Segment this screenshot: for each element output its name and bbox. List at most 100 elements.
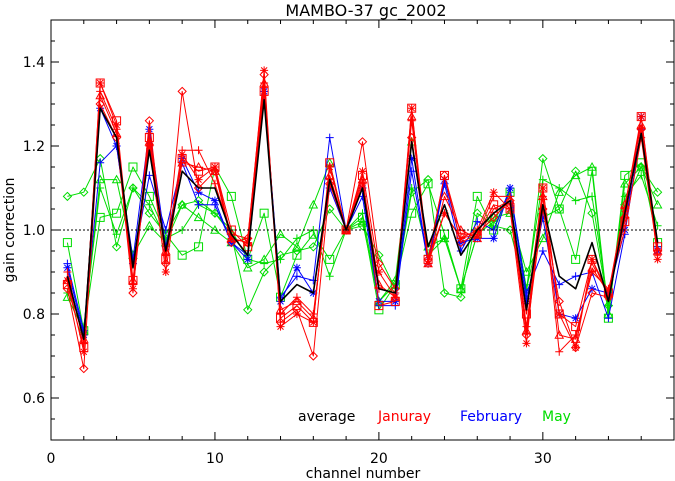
data-point — [554, 187, 565, 196]
x-axis-label: channel number — [306, 466, 421, 481]
data-point — [79, 363, 89, 374]
data-point — [309, 276, 318, 285]
y-tick-label: 0.6 — [23, 391, 45, 407]
data-point — [522, 339, 531, 348]
data-point — [161, 251, 170, 260]
data-point — [570, 342, 581, 353]
data-point — [571, 322, 581, 332]
data-point — [292, 263, 301, 272]
data-point — [292, 234, 301, 243]
data-point — [194, 175, 203, 184]
data-point — [456, 224, 466, 234]
data-point — [145, 129, 154, 138]
data-point — [275, 317, 286, 328]
data-point — [439, 170, 449, 180]
data-point — [308, 242, 319, 252]
data-point — [440, 234, 449, 243]
data-point — [260, 259, 269, 268]
data-point — [193, 161, 204, 171]
data-point — [194, 146, 203, 155]
series-line — [66, 141, 659, 332]
data-point — [128, 275, 138, 285]
data-point — [259, 77, 269, 87]
series-line — [66, 99, 659, 341]
data-point — [178, 146, 187, 155]
data-point — [357, 174, 368, 184]
data-point — [145, 171, 154, 180]
data-point — [357, 137, 368, 147]
data-point — [111, 242, 122, 252]
data-point — [472, 191, 482, 201]
data-point — [308, 351, 319, 361]
data-point — [95, 78, 105, 88]
legend-item: average — [298, 409, 355, 425]
data-point — [587, 161, 597, 171]
data-point — [210, 196, 219, 205]
data-point — [308, 313, 319, 322]
data-point — [538, 213, 547, 222]
data-point — [456, 237, 466, 248]
data-point — [292, 250, 302, 260]
data-point — [555, 347, 564, 356]
y-tick-label: 1.2 — [23, 139, 45, 155]
data-point — [177, 199, 188, 209]
data-point — [390, 292, 401, 301]
data-point — [276, 310, 285, 318]
data-point — [177, 200, 187, 210]
data-point — [292, 241, 302, 251]
legend-item: May — [542, 409, 571, 425]
data-point — [506, 184, 515, 192]
data-point — [63, 268, 72, 276]
data-point — [653, 255, 662, 264]
data-point — [210, 209, 219, 218]
data-point — [308, 199, 319, 209]
series-11 — [66, 99, 659, 341]
data-point — [473, 217, 482, 226]
data-point — [570, 170, 581, 180]
data-point — [243, 305, 253, 315]
data-point — [79, 339, 88, 348]
data-point — [63, 263, 72, 272]
legend: average Januray February May — [298, 409, 571, 425]
data-point — [653, 251, 662, 260]
series-layer — [62, 66, 663, 374]
data-point — [587, 288, 597, 298]
data-point — [620, 205, 629, 213]
data-point — [210, 166, 220, 176]
data-point — [554, 329, 565, 339]
data-point — [62, 191, 73, 202]
data-point — [194, 242, 204, 252]
data-point — [407, 154, 416, 163]
y-tick-label: 0.8 — [23, 307, 45, 323]
data-point — [242, 262, 253, 272]
data-point — [456, 234, 465, 243]
data-point — [570, 334, 581, 343]
data-point — [636, 162, 646, 172]
data-point — [144, 136, 155, 146]
data-point — [571, 314, 580, 323]
data-point — [521, 266, 532, 276]
data-point — [62, 238, 72, 248]
data-point — [325, 133, 334, 142]
data-point — [652, 245, 663, 255]
data-point — [325, 179, 335, 189]
data-point — [79, 187, 89, 197]
data-point — [472, 233, 483, 243]
data-point — [489, 234, 498, 243]
data-point — [144, 220, 155, 230]
data-point — [456, 292, 466, 302]
data-point — [128, 162, 138, 172]
data-point — [587, 262, 597, 272]
data-point — [111, 174, 122, 184]
x-tick-label: 20 — [370, 451, 388, 467]
data-point — [259, 208, 269, 218]
chart-title: MAMBO-37 gc_2002 — [285, 1, 446, 21]
data-point — [325, 272, 334, 281]
data-point — [194, 200, 203, 209]
x-tick-label: 10 — [206, 451, 224, 467]
data-point — [145, 125, 154, 134]
legend-item: Januray — [377, 409, 431, 425]
data-point — [325, 254, 335, 264]
data-point — [374, 268, 383, 276]
